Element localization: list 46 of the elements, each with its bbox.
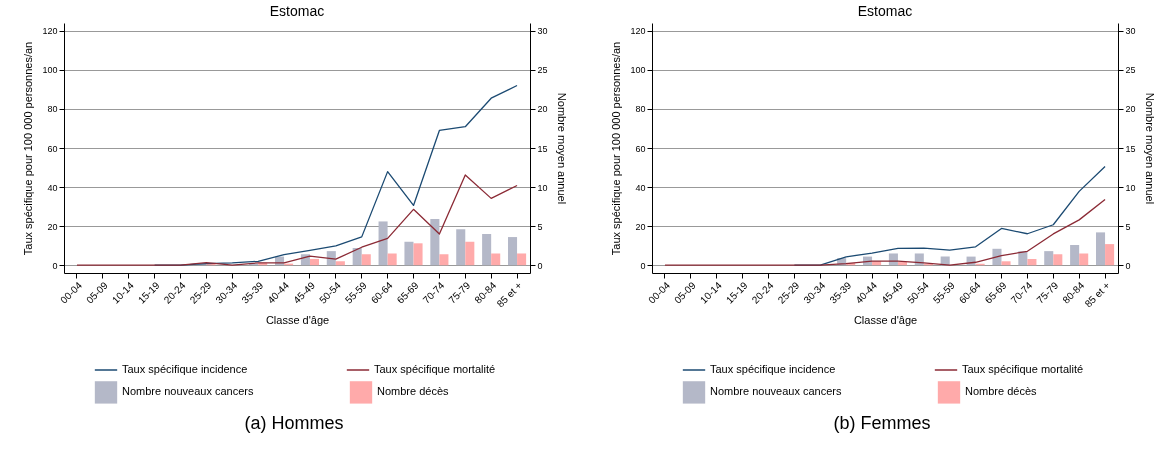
- y-tick-label: 80: [46, 104, 57, 115]
- y2-tick-label: 5: [537, 221, 543, 232]
- legend-label: Taux spécifique mortalité: [961, 363, 1083, 375]
- chart-title: Estomac: [269, 3, 324, 19]
- legend-label: Taux spécifique mortalité: [373, 363, 495, 375]
- y2-tick-label: 15: [537, 143, 548, 154]
- legend-label: Nombre décès: [964, 385, 1037, 398]
- y-tick-label: 120: [41, 26, 57, 37]
- y2-tick-label: 10: [537, 182, 548, 193]
- y-tick-label: 0: [51, 260, 57, 271]
- y-tick-label: 100: [629, 65, 645, 76]
- y2-tick-label: 20: [537, 104, 548, 115]
- chart-title: Estomac: [857, 3, 912, 19]
- y2-axis-title: Nombre moyen annuel: [555, 92, 568, 205]
- legend-label: Nombre nouveaux cancers: [709, 385, 842, 398]
- y-tick-label: 20: [46, 221, 57, 232]
- y-tick-label: 0: [639, 260, 645, 271]
- y-tick-label: 20: [634, 221, 645, 232]
- y2-tick-label: 30: [537, 26, 548, 37]
- y2-tick-label: 25: [537, 65, 548, 76]
- legend-label: Nombre décès: [376, 385, 449, 398]
- y2-tick-label: 5: [1125, 221, 1131, 232]
- y-tick-label: 80: [634, 104, 645, 115]
- y2-axis-title: Nombre moyen annuel: [1143, 92, 1156, 205]
- y2-tick-label: 0: [537, 260, 543, 271]
- y-tick-label: 100: [41, 65, 57, 76]
- y-tick-label: 60: [46, 143, 57, 154]
- legend-label: Taux spécifique incidence: [121, 363, 247, 375]
- y2-tick-label: 0: [1125, 260, 1131, 271]
- y-axis-title: Taux spécifique pour 100 000 personnes/an: [21, 41, 34, 256]
- x-axis-title: Classe d'âge: [265, 314, 329, 327]
- y-tick-label: 40: [46, 182, 57, 193]
- y-tick-label: 120: [629, 26, 645, 37]
- y-tick-label: 40: [634, 182, 645, 193]
- y2-tick-label: 30: [1125, 26, 1136, 37]
- text: (a) Hommes: [244, 413, 344, 434]
- legend-label: Taux spécifique incidence: [709, 363, 835, 375]
- y2-tick-label: 20: [1125, 104, 1136, 115]
- y-axis-title: Taux spécifique pour 100 000 personnes/an: [609, 41, 622, 256]
- legend-label: Nombre nouveaux cancers: [121, 385, 254, 398]
- text: (b) Femmes: [833, 413, 931, 434]
- y2-tick-label: 15: [1125, 143, 1136, 154]
- y2-tick-label: 25: [1125, 65, 1136, 76]
- x-axis-title: Classe d'âge: [853, 314, 917, 327]
- y2-tick-label: 10: [1125, 182, 1136, 193]
- y-tick-label: 60: [634, 143, 645, 154]
